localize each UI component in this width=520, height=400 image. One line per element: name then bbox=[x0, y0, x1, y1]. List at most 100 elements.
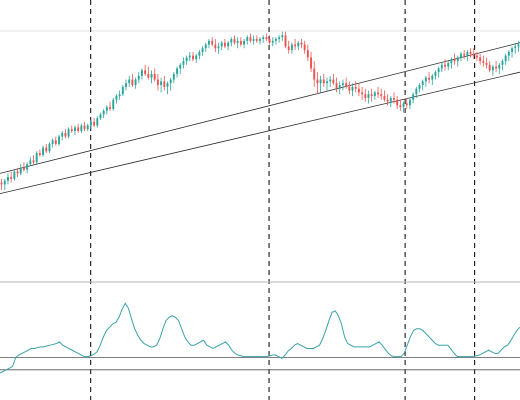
candle bbox=[408, 97, 411, 109]
candle bbox=[386, 94, 389, 106]
candle bbox=[351, 83, 354, 97]
candle bbox=[460, 51, 462, 62]
candle bbox=[271, 37, 274, 47]
candle bbox=[208, 39, 210, 49]
candle bbox=[498, 62, 501, 74]
candle bbox=[96, 116, 99, 128]
candle-body bbox=[424, 77, 427, 82]
candle-body bbox=[249, 37, 252, 41]
candle bbox=[412, 92, 415, 104]
candle-body bbox=[48, 143, 51, 152]
candle bbox=[434, 70, 437, 80]
candle-body bbox=[112, 99, 115, 109]
candle bbox=[479, 53, 482, 65]
candle-body bbox=[239, 40, 242, 45]
candle bbox=[115, 94, 118, 104]
candle-body bbox=[80, 125, 83, 132]
candle-body bbox=[466, 51, 469, 56]
candle-body bbox=[453, 59, 456, 62]
candle-body bbox=[485, 62, 488, 65]
candle bbox=[48, 142, 51, 154]
candle-body bbox=[367, 94, 370, 98]
candle bbox=[431, 74, 434, 86]
candle bbox=[380, 88, 383, 100]
candle bbox=[70, 125, 73, 133]
candle bbox=[284, 31, 287, 49]
candle-body bbox=[354, 86, 357, 89]
candle-body bbox=[223, 42, 226, 47]
candle-body bbox=[345, 83, 348, 87]
candle-body bbox=[447, 62, 450, 67]
candle bbox=[179, 62, 182, 74]
candle-body bbox=[77, 127, 80, 132]
candle bbox=[504, 53, 507, 65]
candle-body bbox=[456, 57, 459, 62]
candle-body bbox=[475, 55, 478, 58]
candle-body bbox=[255, 39, 258, 41]
candle-body bbox=[109, 107, 112, 109]
candle-body bbox=[421, 81, 424, 86]
candle bbox=[83, 121, 86, 132]
candle-body bbox=[460, 53, 462, 58]
candle bbox=[287, 40, 290, 54]
candle bbox=[239, 37, 242, 47]
candle bbox=[383, 90, 386, 102]
candle-body bbox=[290, 44, 293, 51]
candle-body bbox=[418, 85, 421, 89]
candle-body bbox=[217, 46, 220, 49]
candle bbox=[364, 88, 367, 102]
candle-body bbox=[169, 79, 172, 84]
candle bbox=[163, 75, 166, 91]
candle-body bbox=[338, 85, 341, 89]
candle-body bbox=[507, 51, 510, 56]
candle bbox=[246, 35, 249, 45]
candle bbox=[109, 101, 112, 111]
candle-body bbox=[102, 110, 105, 115]
candle bbox=[182, 57, 185, 69]
candle bbox=[517, 40, 520, 52]
candle-body bbox=[498, 64, 501, 69]
candle bbox=[243, 39, 246, 49]
oscillator-levels bbox=[0, 357, 520, 371]
candle bbox=[172, 72, 175, 84]
candle-body bbox=[10, 177, 13, 179]
candle bbox=[424, 75, 427, 87]
candle-body bbox=[274, 39, 277, 41]
candle-body bbox=[361, 92, 364, 95]
candle bbox=[306, 44, 309, 62]
candle bbox=[265, 33, 268, 41]
candlestick-series bbox=[0, 31, 520, 190]
candle-body bbox=[517, 44, 520, 47]
candle-body bbox=[341, 83, 344, 86]
candle-body bbox=[383, 96, 386, 100]
candle-body bbox=[488, 64, 491, 71]
candle-body bbox=[99, 114, 102, 119]
candle-body bbox=[176, 68, 179, 74]
candle-body bbox=[408, 99, 411, 106]
candle-body bbox=[313, 68, 316, 80]
candle-body bbox=[329, 79, 332, 82]
candle-body bbox=[389, 97, 392, 102]
candle bbox=[313, 61, 316, 87]
candle bbox=[233, 35, 236, 45]
candle bbox=[488, 61, 491, 73]
candle bbox=[144, 64, 147, 76]
candle bbox=[128, 75, 131, 87]
candle-body bbox=[42, 147, 45, 155]
candle bbox=[332, 74, 335, 86]
candle-body bbox=[214, 44, 217, 49]
candle-body bbox=[35, 153, 38, 163]
candle-body bbox=[233, 39, 236, 43]
candle-body bbox=[514, 46, 517, 49]
candle bbox=[338, 81, 341, 95]
candle-body bbox=[431, 75, 434, 80]
candle-body bbox=[125, 83, 127, 87]
candle-body bbox=[380, 94, 383, 97]
candle-body bbox=[19, 167, 22, 174]
candle bbox=[7, 173, 9, 185]
candle bbox=[514, 42, 517, 54]
candle-body bbox=[399, 105, 402, 108]
candle-body bbox=[128, 79, 131, 84]
candle-body bbox=[118, 94, 121, 97]
candle-body bbox=[316, 79, 319, 84]
